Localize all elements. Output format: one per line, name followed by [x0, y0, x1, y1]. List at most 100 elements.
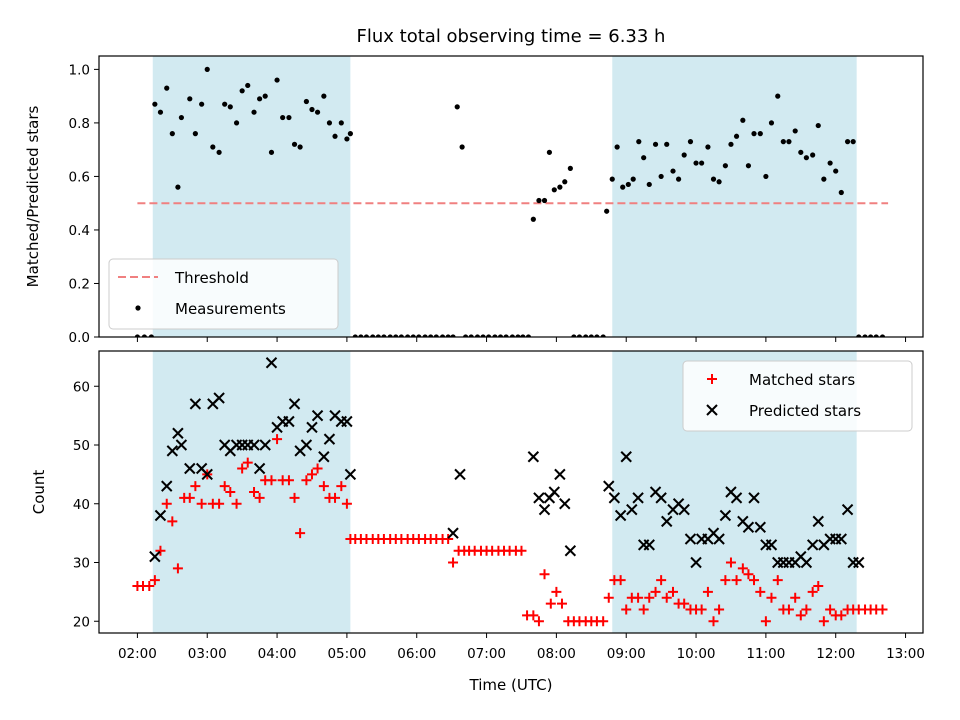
legend-label: Threshold: [174, 269, 249, 287]
data-point: [314, 109, 321, 115]
data-point: [632, 492, 644, 504]
data-point: [541, 197, 548, 204]
data-point: [312, 463, 323, 474]
data-point: [803, 155, 809, 161]
data-point: [266, 475, 277, 486]
data-point: [862, 334, 868, 337]
data-point: [509, 334, 515, 337]
data-point: [749, 575, 760, 586]
data-point: [815, 122, 821, 129]
data-point: [254, 492, 265, 503]
data-point: [167, 516, 178, 527]
series-predicted-stars: [149, 357, 865, 569]
data-point: [655, 492, 667, 504]
data-point: [533, 492, 545, 504]
data-point: [161, 480, 173, 492]
data-point: [690, 556, 702, 569]
data-point: [530, 216, 536, 222]
data-point: [748, 492, 760, 504]
data-point: [728, 141, 734, 147]
data-point: [614, 144, 620, 150]
data-point: [675, 176, 682, 182]
data-point: [730, 492, 743, 504]
data-point: [454, 468, 466, 481]
data-point: [679, 598, 690, 609]
data-point: [670, 168, 676, 174]
legend-label: Matched stars: [749, 371, 855, 389]
data-point: [387, 334, 393, 337]
data-point: [807, 586, 818, 597]
data-point: [381, 334, 387, 337]
legend: Threshold Measurements: [108, 258, 339, 330]
y-tick-label: 0.8: [69, 116, 90, 132]
data-point: [338, 120, 344, 126]
data-point: [204, 66, 210, 72]
data-point: [836, 610, 847, 621]
data-point: [614, 509, 627, 522]
data-point: [719, 509, 732, 522]
data-point: [551, 586, 562, 597]
data-point: [330, 492, 341, 503]
data-point: [192, 131, 198, 137]
y-tick-label: 0.2: [69, 276, 90, 292]
data-point: [877, 604, 888, 615]
data-point: [152, 101, 158, 107]
data-point: [702, 586, 713, 597]
x-tick-label: 02:00: [118, 646, 157, 662]
data-point: [450, 334, 456, 337]
data-point: [548, 486, 561, 498]
data-point: [341, 498, 352, 509]
data-point: [216, 149, 222, 155]
data-point: [564, 545, 577, 557]
data-point: [257, 96, 263, 102]
data-point: [428, 334, 434, 337]
data-point: [583, 334, 589, 337]
data-point: [879, 334, 886, 337]
data-point: [196, 498, 207, 509]
legend-swatch: [135, 305, 141, 311]
data-point: [149, 550, 161, 563]
data-point: [786, 139, 792, 145]
y-tick-label: 50: [73, 438, 90, 454]
data-point: [643, 539, 655, 551]
data-point: [306, 421, 318, 434]
data-point: [189, 398, 202, 410]
data-point: [245, 82, 251, 89]
data-point: [551, 187, 557, 193]
data-point: [720, 575, 731, 586]
data-point: [772, 575, 783, 586]
data-point: [422, 334, 428, 337]
data-point: [608, 492, 621, 504]
data-point: [557, 184, 563, 190]
data-point: [344, 136, 350, 142]
data-point: [148, 334, 154, 337]
data-point: [873, 334, 879, 337]
data-point: [856, 334, 862, 337]
data-point: [714, 604, 725, 615]
data-point: [737, 563, 748, 574]
data-point: [760, 616, 771, 627]
data-point: [668, 586, 679, 597]
data-point: [765, 539, 778, 551]
x-tick-label: 13:00: [886, 646, 925, 662]
data-point: [280, 114, 286, 121]
data-point: [520, 334, 526, 337]
data-point: [751, 131, 757, 137]
x-tick-label: 11:00: [746, 646, 785, 662]
data-point: [620, 451, 632, 463]
data-point: [731, 575, 742, 586]
legend-swatch: [706, 404, 718, 416]
data-point: [352, 334, 358, 337]
data-point: [300, 439, 313, 451]
data-point: [172, 563, 183, 574]
data-point: [231, 498, 242, 509]
data-point: [527, 451, 540, 463]
data-point: [798, 149, 804, 155]
data-point: [283, 475, 294, 486]
data-point: [454, 104, 460, 110]
legend-label: Predicted stars: [749, 402, 861, 420]
data-point: [576, 334, 583, 337]
x-tick-label: 03:00: [188, 646, 227, 662]
data-point: [705, 144, 711, 150]
data-point: [562, 179, 568, 185]
